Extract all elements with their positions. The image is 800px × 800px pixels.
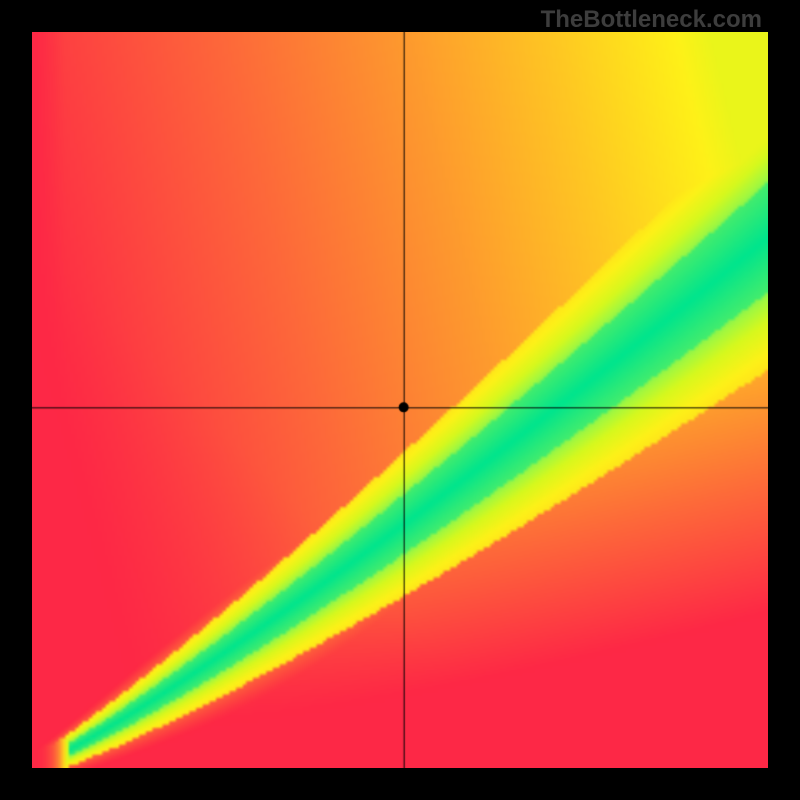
- overlay-canvas: [32, 32, 768, 768]
- watermark-text: TheBottleneck.com: [541, 6, 762, 34]
